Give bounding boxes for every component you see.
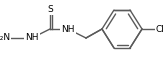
Text: NH: NH (61, 25, 75, 33)
Text: S: S (47, 5, 53, 15)
Text: Cl: Cl (156, 25, 165, 33)
Text: H₂N: H₂N (0, 33, 10, 43)
Text: NH: NH (25, 33, 39, 43)
